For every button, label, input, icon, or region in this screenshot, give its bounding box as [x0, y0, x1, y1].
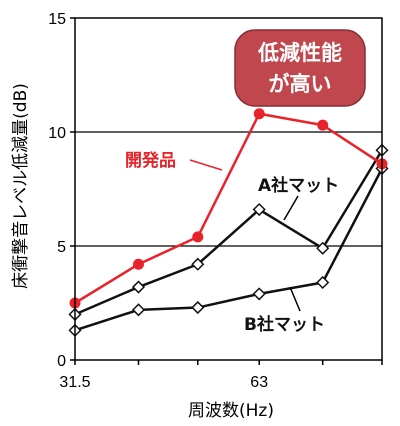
y-tick-label: 0: [57, 353, 66, 370]
callout-line-2: が高い: [269, 72, 332, 96]
data-point: [192, 231, 204, 243]
data-point: [316, 275, 330, 290]
leader-line-company-a: [283, 195, 299, 221]
series-label-company-a: A社マット: [258, 175, 339, 196]
callout-badge: 低減性能 が高い: [234, 29, 366, 107]
callout-box: [234, 29, 366, 107]
data-point: [132, 258, 144, 270]
leader-line-company-b: [289, 286, 301, 312]
data-point: [317, 119, 329, 131]
series-label-company-b: B社マット: [244, 314, 325, 335]
x-tick-label: 63: [250, 374, 268, 391]
axis-ticks: 0 5 10 15 31.5 63: [48, 11, 383, 391]
data-point: [191, 300, 205, 315]
y-tick-label: 5: [57, 239, 66, 256]
leader-line-developed: [189, 159, 223, 171]
x-tick-label: 31.5: [59, 374, 90, 391]
series-group: [68, 108, 389, 337]
callout-line-1: 低減性能: [257, 41, 342, 65]
y-axis-title: 床衝撃音レベル低減量(dB): [11, 83, 31, 289]
grid-lines: [75, 131, 382, 247]
x-axis-title: 周波数(Hz): [188, 401, 274, 421]
series-label-developed: 開発品: [125, 150, 176, 171]
series-line-1: [74, 149, 384, 316]
y-tick-label: 10: [48, 125, 66, 142]
data-point: [131, 303, 146, 317]
data-point: [191, 257, 205, 271]
series-line-2: [74, 167, 384, 332]
data-point: [252, 287, 266, 301]
data-point: [252, 202, 266, 217]
data-point: [253, 108, 265, 120]
y-tick-label: 15: [48, 11, 66, 28]
data-point: [316, 241, 330, 255]
data-point: [131, 280, 146, 294]
plot-frame: [74, 17, 383, 361]
series-line-0: [74, 112, 383, 305]
